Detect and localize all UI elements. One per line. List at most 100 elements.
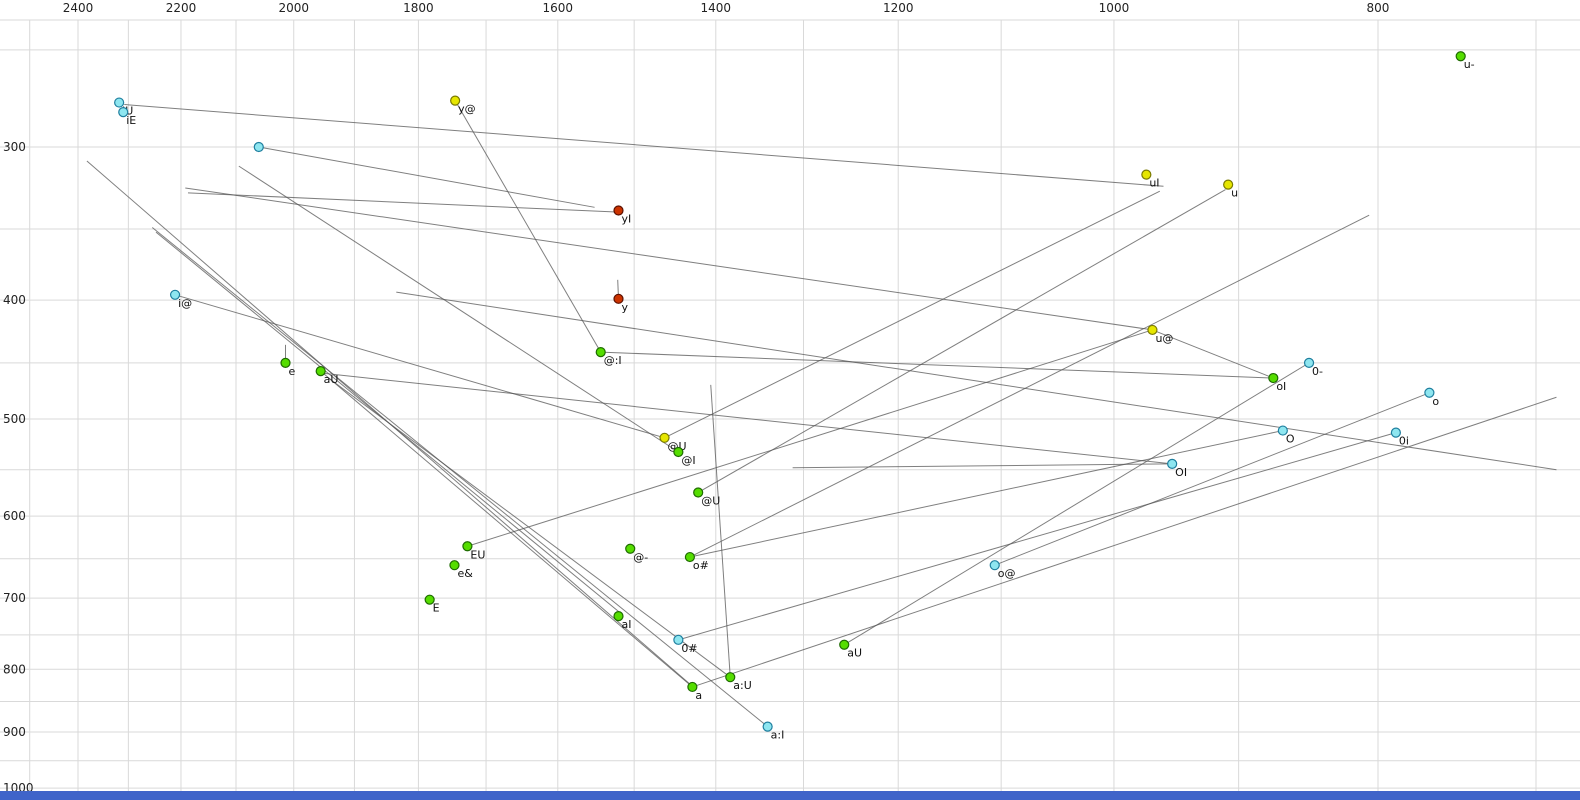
trajectory-line (238, 165, 679, 453)
bottom-bar (0, 791, 1580, 800)
data-point[interactable] (613, 611, 624, 622)
x-axis-tick-label: 1000 (1099, 1, 1130, 15)
trajectory-line (454, 100, 602, 353)
y-axis-tick-label: 300 (3, 140, 26, 154)
data-point[interactable] (839, 639, 850, 650)
data-point[interactable] (595, 347, 606, 358)
data-point-label: aU (847, 647, 862, 660)
data-point-label: u@ (1155, 332, 1173, 345)
data-point[interactable] (424, 594, 435, 605)
data-point[interactable] (1223, 179, 1234, 190)
data-point-label: i@ (178, 297, 192, 310)
trajectory-line (1152, 329, 1274, 379)
data-point[interactable] (253, 141, 264, 153)
trajectory-line (258, 146, 595, 208)
data-point[interactable] (693, 487, 704, 498)
data-point[interactable] (1303, 357, 1315, 368)
data-point[interactable] (762, 721, 773, 732)
data-point-label: 0# (681, 642, 697, 655)
trajectory-line (697, 189, 1226, 493)
data-point[interactable] (450, 95, 461, 106)
data-point[interactable] (684, 551, 695, 563)
data-point-label: aU (324, 373, 339, 386)
data-point-label: E (433, 602, 440, 615)
data-point-label: OI (1175, 466, 1187, 479)
data-point-label: y@ (458, 103, 476, 116)
data-point-label: aI (621, 618, 631, 631)
data-point[interactable] (673, 634, 684, 645)
trajectory-line (843, 362, 1310, 646)
data-point[interactable] (169, 289, 181, 300)
data-point[interactable] (449, 560, 460, 571)
y-axis-tick-label: 800 (3, 662, 26, 676)
data-point[interactable] (659, 432, 670, 443)
data-point-label: uI (1149, 177, 1159, 190)
data-point-label: @I (681, 454, 695, 467)
x-axis-tick-label: 2200 (166, 1, 197, 15)
trajectory-line (151, 227, 768, 728)
data-point[interactable] (1390, 427, 1401, 438)
trajectory-line (689, 430, 1283, 558)
data-point-label: o (1432, 395, 1439, 408)
x-axis-tick-label: 1800 (403, 1, 434, 15)
data-point[interactable] (315, 365, 326, 377)
data-point[interactable] (613, 293, 624, 304)
data-point[interactable] (462, 541, 473, 552)
trajectory-line (185, 187, 1153, 331)
data-point[interactable] (1455, 51, 1466, 62)
data-point[interactable] (1141, 169, 1152, 180)
data-point[interactable] (1277, 425, 1288, 436)
data-point-label: e (288, 365, 295, 378)
data-point[interactable] (1167, 458, 1178, 469)
trajectory-line (320, 370, 693, 688)
data-point-label: u- (1464, 58, 1475, 71)
data-point[interactable] (673, 446, 684, 458)
x-axis-tick-label: 2000 (278, 1, 309, 15)
y-axis-tick-label: 600 (3, 509, 26, 523)
data-point[interactable] (625, 543, 636, 554)
y-axis-tick-label: 700 (3, 591, 26, 605)
data-point-label: 0- (1312, 365, 1323, 378)
data-point-label: oI (1276, 380, 1286, 393)
data-point[interactable] (118, 107, 129, 118)
data-point-label: a:U (733, 679, 752, 692)
x-axis-tick-label: 2400 (63, 1, 94, 15)
data-point-label: o@ (998, 567, 1016, 580)
trajectory-line (174, 294, 665, 439)
data-point-label: @U (701, 494, 720, 507)
trajectory-line (689, 214, 1370, 558)
data-point[interactable] (114, 97, 125, 108)
data-point[interactable] (687, 681, 698, 693)
data-point-label: @:I (604, 354, 622, 367)
x-axis-tick-label: 1600 (543, 1, 574, 15)
x-axis-tick-label: 1400 (701, 1, 732, 15)
trajectory-line (678, 432, 1397, 641)
data-point-label: EU (470, 548, 485, 561)
data-point-label: a (695, 689, 702, 702)
data-point[interactable] (725, 672, 736, 683)
trajectory-line (467, 329, 1153, 547)
y-axis-tick-label: 400 (3, 293, 26, 307)
data-point-label: O (1286, 433, 1295, 446)
data-point-label: o# (693, 559, 709, 572)
trajectory-line (792, 463, 1171, 469)
data-point-label: 0i (1399, 435, 1409, 448)
trajectory-line (994, 392, 1430, 566)
data-point[interactable] (1424, 387, 1435, 398)
data-point-label: y (621, 301, 628, 314)
x-axis-tick-label: 1200 (883, 1, 914, 15)
data-point[interactable] (280, 357, 291, 368)
trajectory-line (328, 377, 731, 678)
data-point-label: yI (621, 212, 631, 225)
trajectory-line (324, 372, 1173, 465)
data-point[interactable] (613, 205, 624, 216)
data-point-label: e& (457, 567, 473, 580)
data-point[interactable] (1268, 372, 1279, 384)
trajectory-line (396, 291, 1557, 471)
trajectory-line (710, 384, 731, 678)
data-point[interactable] (989, 560, 1000, 571)
trajectory-line (124, 103, 1164, 187)
data-point[interactable] (1147, 324, 1158, 336)
